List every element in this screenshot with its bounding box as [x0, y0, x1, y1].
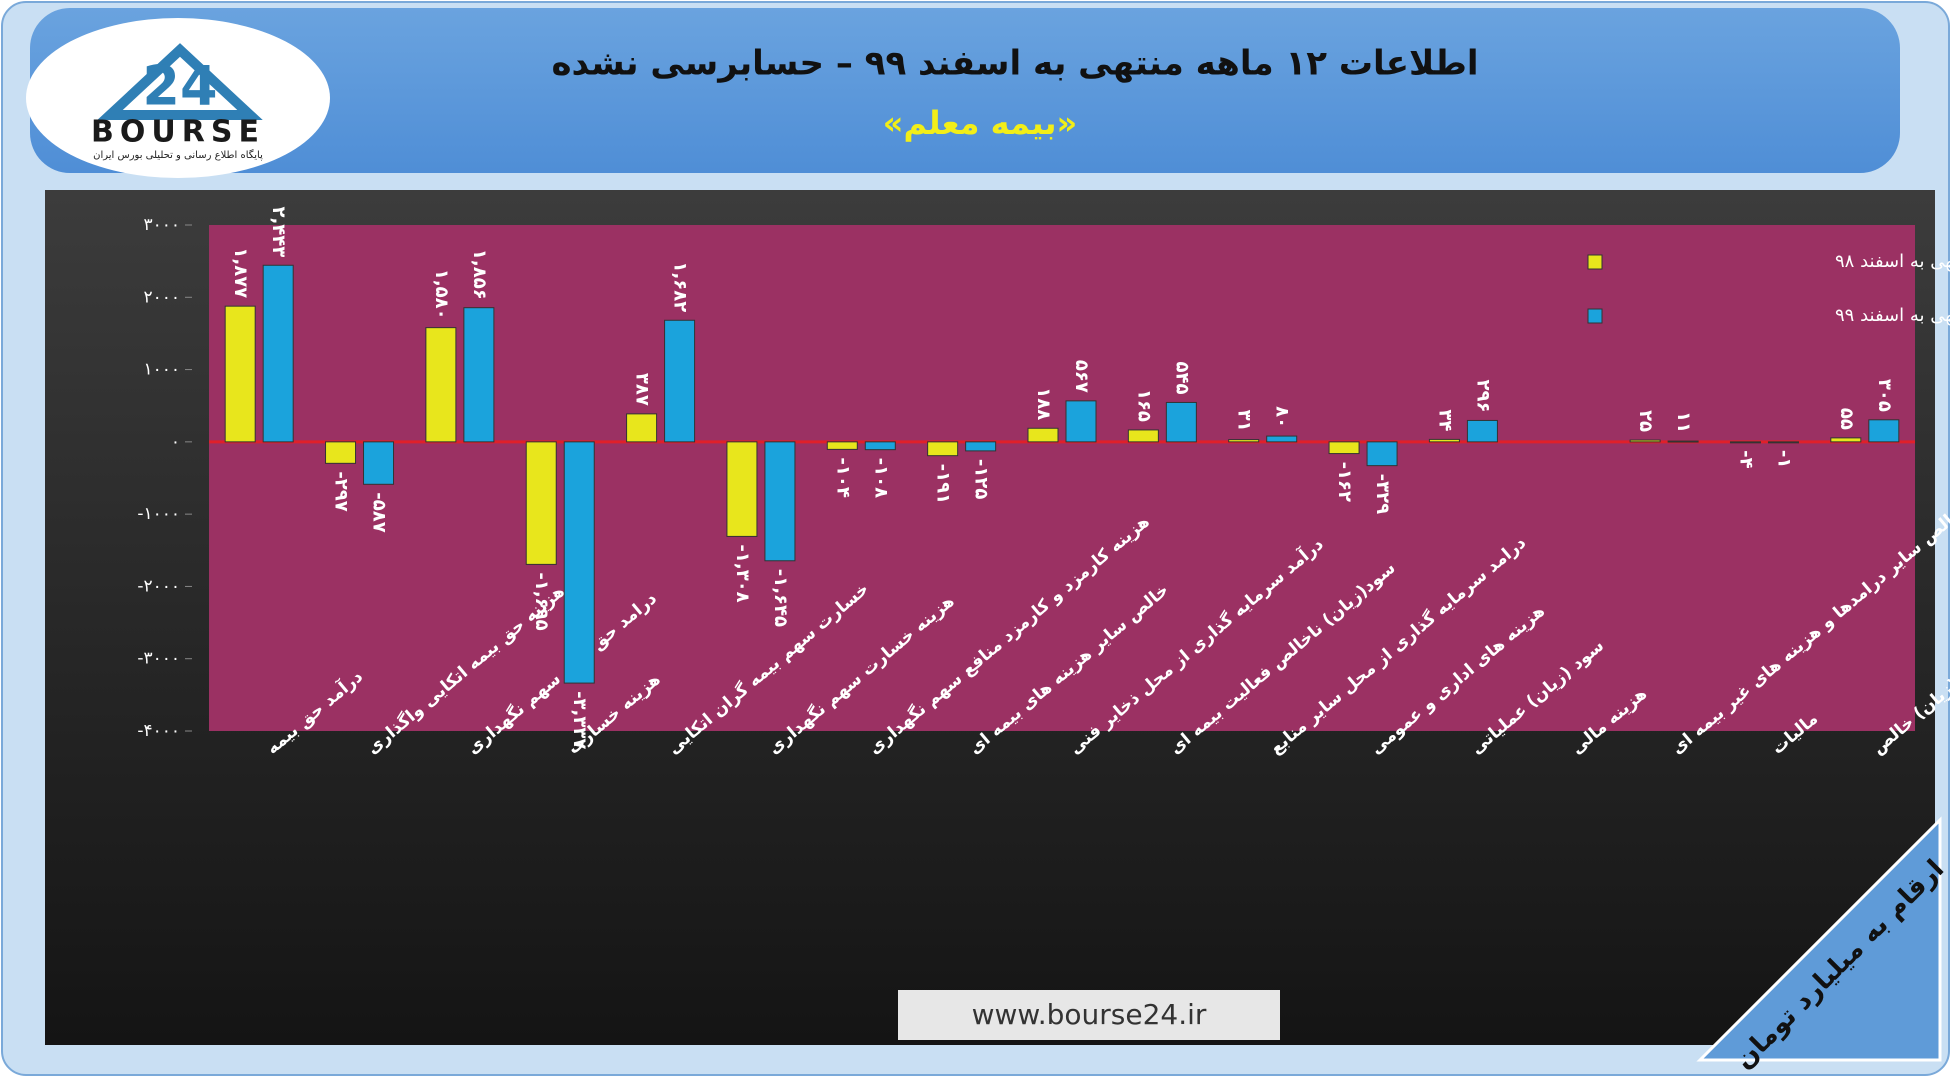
- plot-area: [209, 225, 1915, 731]
- bar: [1027, 427, 1059, 443]
- value-label: ۵۴۵: [1171, 361, 1192, 394]
- value-label: -۱۶۲: [1334, 462, 1355, 502]
- value-label: -۱۰۸: [870, 458, 891, 498]
- header-panel: [30, 8, 1900, 173]
- value-label: -۲۹۷: [331, 471, 352, 511]
- y-tick-label: -۴۰۰۰: [137, 721, 180, 741]
- y-tick-label: ۳۰۰۰: [143, 215, 180, 235]
- bar: [525, 441, 557, 565]
- bar: [1165, 401, 1197, 443]
- bar: [425, 327, 457, 443]
- bar: [1667, 440, 1699, 443]
- value-label: -۵۸۷: [369, 492, 390, 532]
- legend-label: عملکرد منتهی به اسفند ۹۹: [1835, 305, 1953, 326]
- bar: [764, 441, 796, 562]
- value-label: ۸۰: [1272, 406, 1293, 428]
- value-label: -۱۹۱: [933, 464, 954, 504]
- value-label: ۱,۵۸۰: [431, 269, 452, 320]
- legend-label: عملکرد منتهی به اسفند ۹۸: [1835, 251, 1953, 272]
- y-tick-label: ۰: [171, 432, 180, 452]
- value-label: ۱,۶۸۲: [670, 261, 691, 312]
- bar: [1127, 429, 1159, 443]
- value-label: ۳۱: [1234, 410, 1255, 432]
- bar: [1868, 419, 1900, 443]
- value-label: ۱۱: [1673, 411, 1694, 433]
- bar: [1366, 441, 1398, 467]
- value-label: ۱,۸۷۷: [230, 247, 251, 298]
- bar: [626, 413, 658, 443]
- value-label: -۱: [1773, 450, 1794, 468]
- bar: [1729, 441, 1761, 444]
- url-box: [898, 990, 1280, 1040]
- y-tick-label: ۱۰۰۰: [143, 360, 180, 380]
- logo-brand: BOURSE: [91, 115, 265, 150]
- bar: [1767, 441, 1799, 444]
- legend-swatch: [1587, 254, 1603, 270]
- value-label: ۲۵: [1635, 410, 1656, 432]
- value-label: -۳,۳۳۷: [569, 691, 590, 749]
- url: www.bourse24.ir: [972, 998, 1207, 1031]
- subtitle: «بیمه معلم»: [883, 104, 1077, 142]
- value-label: -۱,۶۴۵: [770, 569, 791, 627]
- bar: [826, 441, 858, 450]
- bar: [1065, 400, 1097, 443]
- bar: [563, 441, 595, 684]
- bar: [463, 307, 495, 443]
- bar: [224, 305, 256, 443]
- value-label: -۱۰۴: [832, 457, 853, 497]
- y-tick-label: ۲۰۰۰: [143, 287, 180, 307]
- value-label: -۱۲۵: [971, 459, 992, 499]
- value-label: ۵۶۷: [1071, 360, 1092, 393]
- value-label: -۱,۳۰۸: [732, 544, 753, 602]
- value-label: ۳۴: [1434, 409, 1455, 431]
- value-label: ۲,۴۴۳: [268, 206, 289, 257]
- bar: [262, 264, 294, 443]
- bar: [1629, 439, 1661, 443]
- bar: [325, 441, 357, 464]
- value-label: -۴: [1735, 450, 1756, 468]
- bar: [1328, 441, 1360, 455]
- value-label: ۳۰۵: [1874, 379, 1895, 412]
- bar: [363, 441, 395, 485]
- bar: [927, 441, 959, 457]
- note-corner: [1696, 816, 1942, 1062]
- logo-shape: [97, 43, 263, 120]
- logo-badge: [26, 18, 330, 178]
- bar: [1228, 439, 1260, 443]
- y-tick-label: -۱۰۰۰: [137, 504, 180, 524]
- bar: [664, 319, 696, 443]
- y-tick-label: -۳۰۰۰: [137, 649, 180, 669]
- bar: [864, 441, 896, 451]
- bar: [965, 441, 997, 452]
- logo-tagline: پایگاه اطلاع رسانی و تحلیلی بورس ایران: [93, 149, 263, 161]
- y-tick-label: -۲۰۰۰: [137, 576, 180, 596]
- value-label: ۲۹۶: [1472, 379, 1493, 412]
- value-label: ۵۵: [1836, 408, 1857, 430]
- legend-swatch: [1587, 308, 1603, 324]
- bar: [1266, 435, 1298, 443]
- value-label: -۳۲۹: [1372, 474, 1393, 514]
- value-label: ۱,۸۵۶: [469, 249, 490, 300]
- value-label: ۱۸۸: [1033, 387, 1054, 420]
- value-label: ۳۸۷: [632, 373, 653, 406]
- bar: [1830, 437, 1862, 443]
- bar: [1466, 419, 1498, 443]
- title: اطلاعات ۱۲ ماهه منتهی به اسفند ۹۹ – حساب…: [551, 44, 1478, 84]
- bar: [1428, 438, 1460, 443]
- logo-number: 24: [142, 55, 217, 118]
- bar: [726, 441, 758, 537]
- value-label: ۱۶۵: [1133, 389, 1154, 422]
- value-label: -۱,۶۹۵: [531, 572, 552, 630]
